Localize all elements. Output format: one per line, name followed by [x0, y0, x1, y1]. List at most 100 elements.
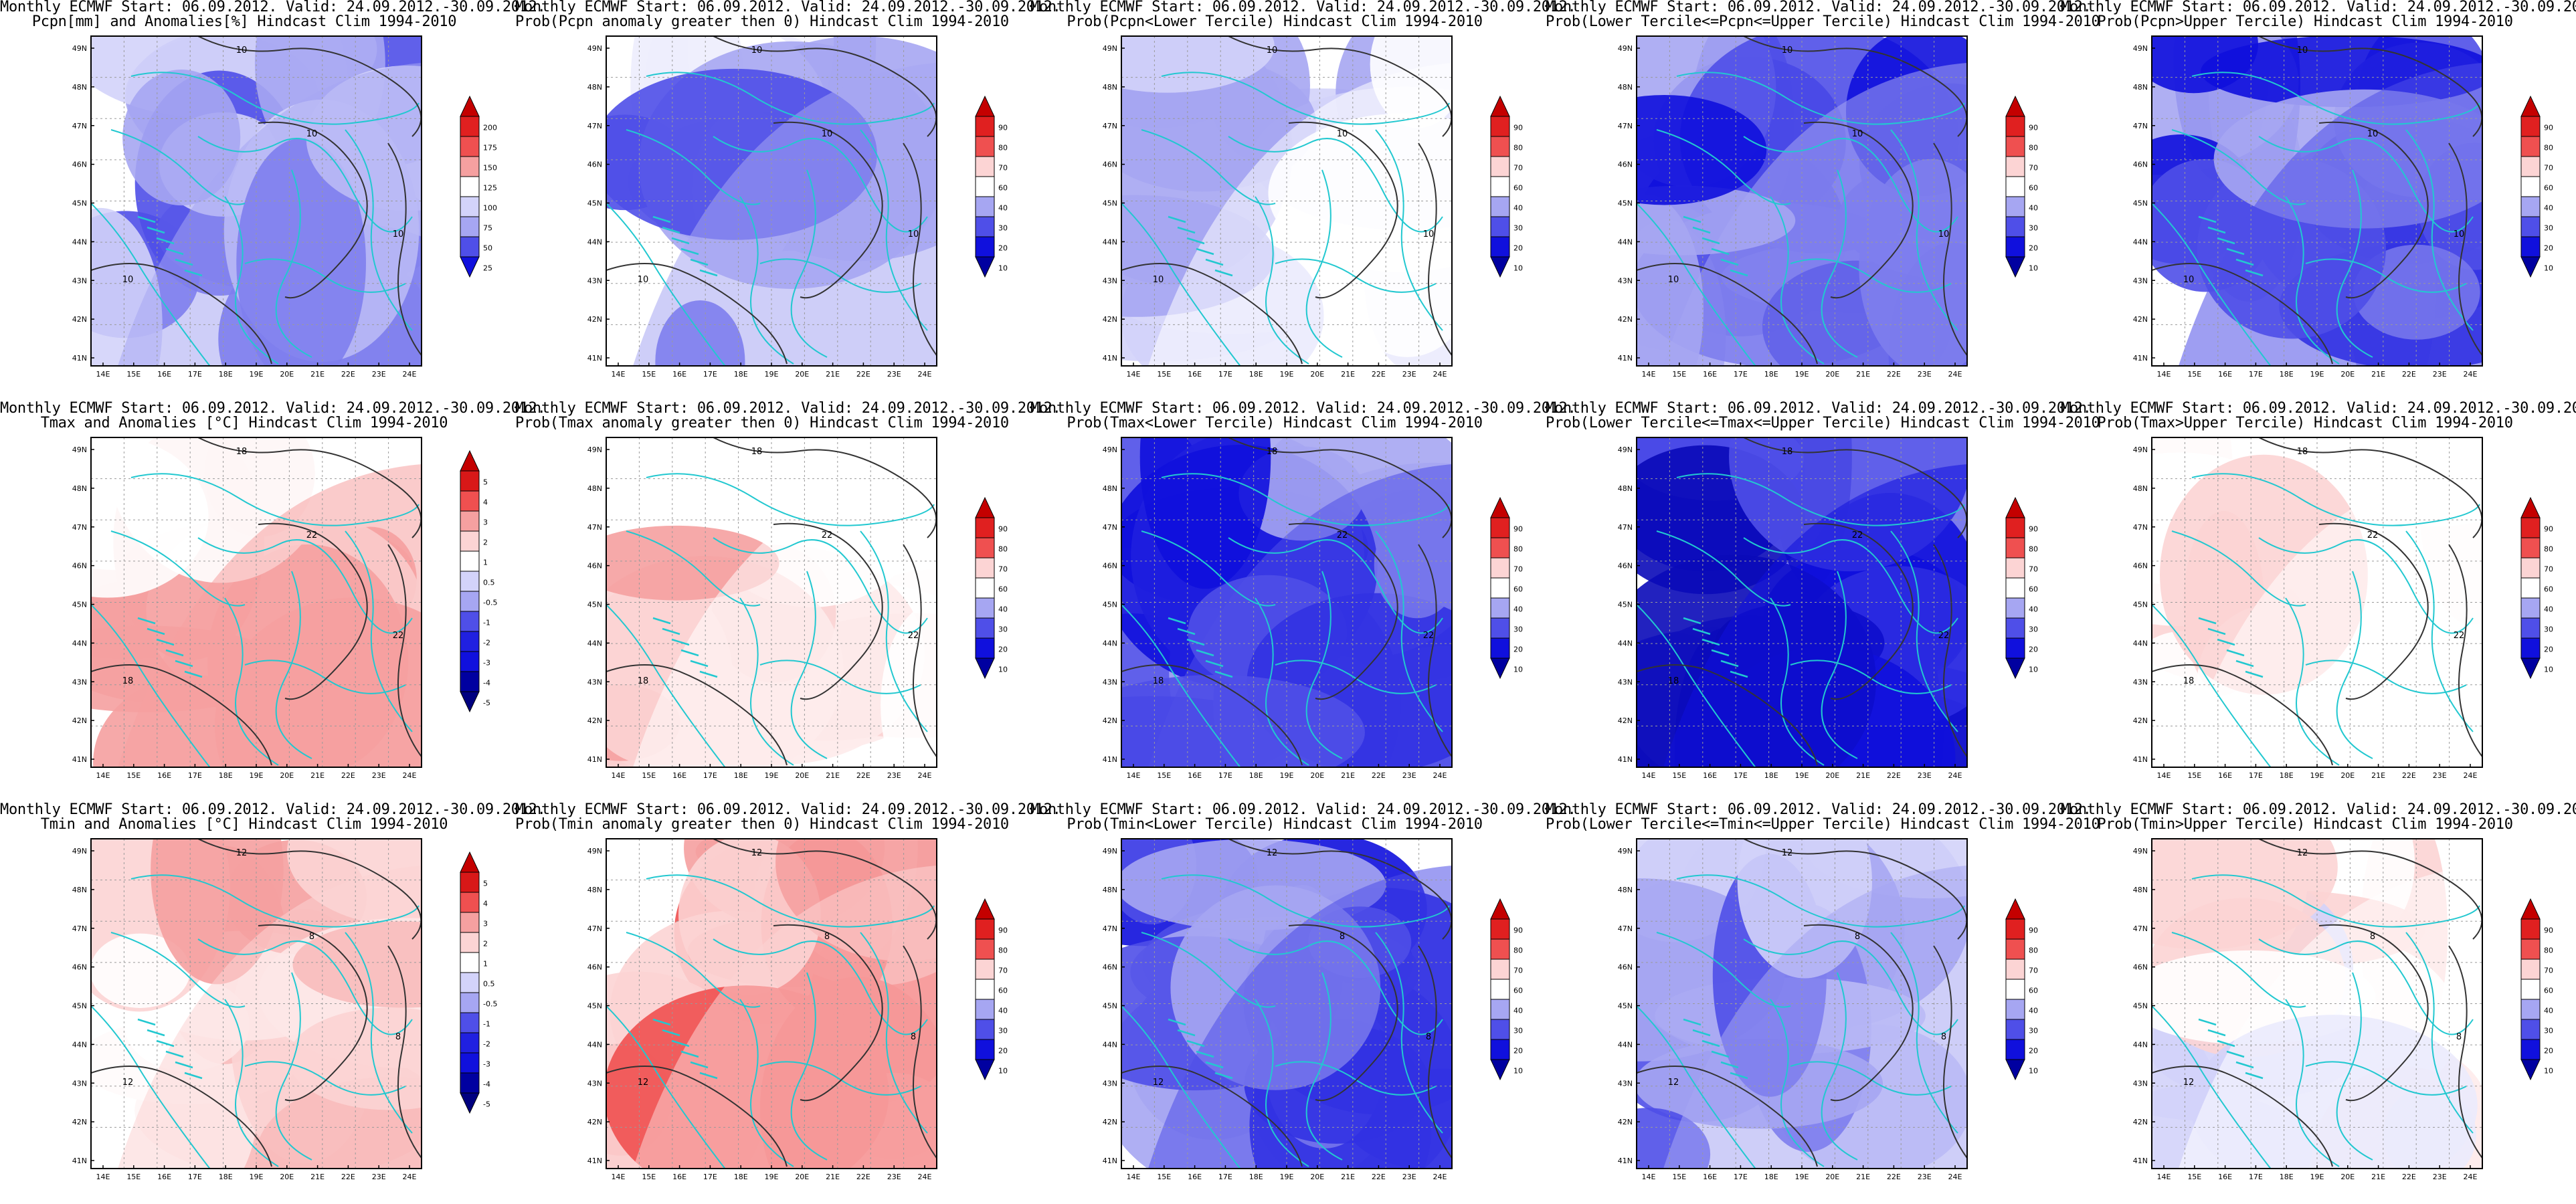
colorbar: 90 80 70 60 40 30 20 10 — [1490, 496, 1523, 680]
island — [165, 649, 184, 657]
lon-tick-label: 16E — [2218, 1173, 2232, 1181]
colorbar-segment — [2005, 136, 2025, 157]
lat-tick-label: 41N — [72, 354, 87, 363]
lat-tick-label: 46N — [587, 963, 602, 972]
shaded-region — [122, 70, 241, 206]
lon-tick-label: 23E — [887, 1173, 901, 1181]
colorbar-label: 70 — [1513, 164, 1523, 173]
contour-line — [197, 36, 422, 137]
colorbar-label: 70 — [2544, 967, 2553, 975]
colorbar-segment — [2520, 136, 2541, 157]
map-panel: Monthly ECMWF Start: 06.09.2012. Valid: … — [2061, 0, 2576, 401]
contour-line — [1288, 522, 1398, 700]
lon-tick-label: 18E — [2280, 370, 2294, 379]
colorbar-label: 3 — [483, 920, 488, 928]
lon-tick-label: 19E — [250, 771, 264, 780]
contour-line — [2448, 544, 2482, 758]
lat-tick-label: 44N — [2133, 237, 2148, 246]
map-svg: 10 10 10 10 49N 48N 47N 46N 45N 44N 43N 42N 41N 14E 15… — [587, 35, 1008, 379]
colorbar: 90 80 70 60 40 30 20 10 — [2005, 95, 2038, 278]
island — [699, 269, 718, 277]
map-svg: 18 18 22 22 49N 48N 47N 46N 45N 44N 43N 42N 41N 14E 15… — [1103, 437, 1523, 780]
lon-tick-label: 15E — [2187, 771, 2201, 780]
colorbar-segment — [975, 196, 995, 217]
map-panel: Monthly ECMWF Start: 06.09.2012. Valid: … — [1030, 0, 1576, 401]
contour-line — [1803, 522, 1914, 700]
panel-title: Monthly ECMWF Start: 06.09.2012. Valid: … — [1030, 801, 1576, 818]
island — [1692, 1029, 1711, 1037]
colorbar-label: 40 — [998, 605, 1008, 614]
colorbar-segment — [1490, 216, 1510, 237]
coastline — [1275, 1061, 1437, 1096]
lat-tick-label: 48N — [1103, 83, 1117, 92]
colorbar-segment — [975, 176, 995, 197]
island — [184, 670, 203, 678]
contour-line — [2318, 924, 2429, 1102]
map-svg: 12 12 8 8 49N 48N 47N 46N 45N 44N 43N 42N 41N 14E 15E 1… — [587, 838, 1008, 1181]
colorbar-label: 70 — [2544, 565, 2553, 574]
lat-tick-label: 47N — [72, 924, 87, 933]
island — [2198, 1018, 2217, 1026]
colorbar-cap — [1490, 898, 1510, 920]
lat-tick-label: 45N — [2133, 601, 2148, 609]
island — [1720, 258, 1739, 266]
colorbar-segment — [2520, 156, 2541, 177]
contour-line — [91, 263, 272, 365]
contour-line — [1228, 437, 1452, 538]
map-panel: Monthly ECMWF Start: 06.09.2012. Valid: … — [0, 803, 546, 1204]
shaded-region — [633, 63, 937, 366]
colorbar-label: -0.5 — [483, 599, 497, 607]
lat-tick-label: 42N — [1103, 1118, 1117, 1126]
map-svg: 10 10 10 10 49N 48N 47N 46N 45N 44N 43N 42N 41N 14E 15… — [72, 35, 497, 379]
colorbar-label: 3 — [483, 518, 488, 527]
shaded-region — [1663, 464, 1967, 767]
island — [680, 649, 699, 657]
colorbar-label: -3 — [483, 1060, 490, 1069]
colorbar-segment — [975, 1019, 995, 1040]
panel-subtitle: Tmax and Anomalies [°C] Hindcast Clim 19… — [40, 415, 448, 431]
lat-tick-label: 45N — [587, 601, 602, 609]
colorbar-label: 60 — [1513, 987, 1523, 995]
lon-tick-label: 19E — [250, 1173, 264, 1181]
contour-label: 18 — [122, 676, 134, 686]
lat-tick-label: 46N — [2133, 562, 2148, 571]
island — [2207, 226, 2226, 234]
lat-tick-label: 43N — [72, 276, 87, 285]
coastline — [1770, 999, 1825, 1167]
coastline — [91, 1005, 211, 1169]
panel-title: Monthly ECMWF Start: 06.09.2012. Valid: … — [1546, 801, 2092, 818]
colorbar: 90 80 70 60 40 30 20 10 — [2520, 496, 2553, 680]
island — [165, 1050, 184, 1058]
contour-line — [2152, 1066, 2333, 1167]
contour-line — [1637, 263, 1818, 365]
colorbar-segment — [460, 651, 480, 672]
lat-tick-label: 41N — [1103, 354, 1117, 363]
colorbar-cap — [460, 1092, 480, 1114]
contour-line — [2448, 142, 2482, 357]
panel-title: Monthly ECMWF Start: 06.09.2012. Valid: … — [515, 801, 1061, 818]
contour-line — [1803, 924, 1914, 1102]
colorbar-segment — [460, 156, 480, 177]
colorbar-segment — [460, 116, 480, 137]
colorbar-segment — [975, 918, 995, 940]
lon-tick-label: 19E — [2310, 370, 2324, 379]
island — [680, 1050, 699, 1058]
contour-label: 12 — [1153, 1078, 1164, 1088]
colorbar-segment — [460, 1072, 480, 1094]
contour-label: 10 — [2454, 229, 2465, 239]
colorbar-segment — [460, 216, 480, 237]
panel-subtitle: Prob(Tmin>Upper Tercile) Hindcast Clim 1… — [2097, 816, 2513, 833]
island — [165, 247, 184, 256]
lon-tick-label: 16E — [1703, 370, 1717, 379]
lon-tick-label: 17E — [703, 370, 717, 379]
colorbar-label: 20 — [2029, 645, 2038, 654]
coastline — [1228, 938, 1443, 1035]
island — [1683, 215, 1701, 223]
contour-line — [1418, 544, 1452, 758]
lon-tick-label: 24E — [403, 370, 417, 379]
lon-tick-label: 21E — [2371, 771, 2385, 780]
coastline — [2285, 196, 2340, 365]
coastline — [2305, 1061, 2467, 1096]
lat-tick-label: 49N — [1618, 44, 1633, 53]
lon-tick-label: 15E — [642, 771, 656, 780]
